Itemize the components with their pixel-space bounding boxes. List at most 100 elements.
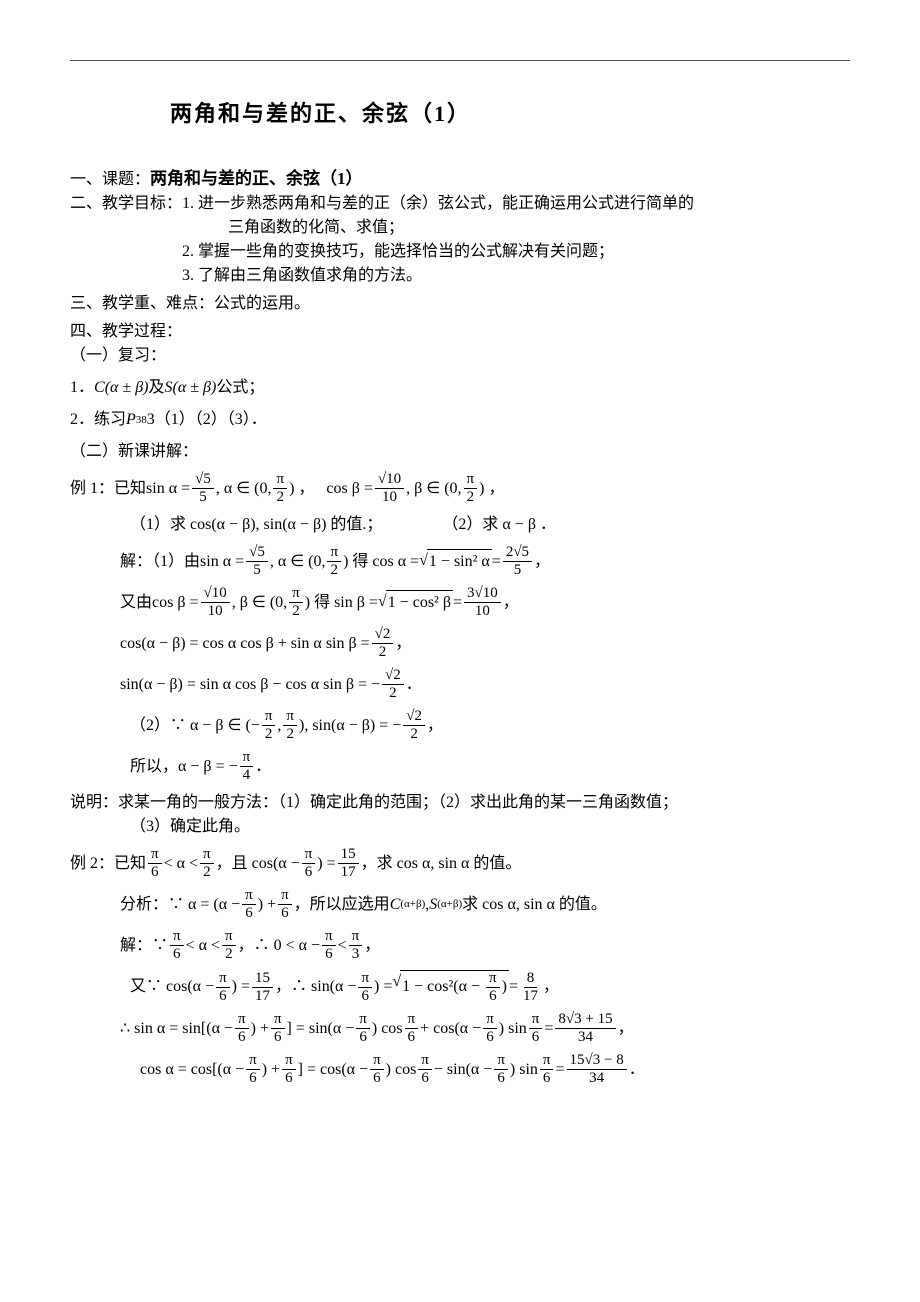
ex2-l3e: + cos(α − — [420, 1017, 481, 1041]
den: 6 — [282, 1070, 296, 1086]
frac-15-17: 1517 — [338, 847, 359, 880]
ex2-l2a: 又∵ cos(α − — [130, 975, 214, 999]
ex1-m1a: sin α = — [146, 477, 190, 501]
num: π — [356, 1012, 370, 1029]
num: √2 — [372, 627, 394, 644]
ex1-s2c: ) 得 sin β = — [305, 591, 378, 615]
ex2-l2b: ) = — [232, 975, 250, 999]
ex2-sol-a: < α < — [186, 934, 220, 958]
ex2-ana-label: 分析：∵ α = (α − — [120, 893, 240, 917]
s2-obj1b: 三角函数的化简、求值； — [228, 216, 850, 240]
ex1-part2-2: 所以， α − β = − π4 ． — [130, 750, 850, 783]
num: √5 — [246, 545, 268, 562]
num: √5 — [192, 472, 214, 489]
den: 6 — [216, 988, 230, 1004]
frac-sqrt2-2c: √22 — [403, 709, 425, 742]
ex1-m1f: , β ∈ (0, — [406, 477, 461, 501]
den: 2 — [274, 489, 288, 505]
ex1-sol-4: sin(α − β) = sin α cos β − cos α sin β =… — [120, 668, 850, 701]
sqrt-1-cos2: 1 − cos²(α − π6) — [392, 970, 509, 1004]
num: π — [327, 545, 341, 562]
den: 6 — [278, 905, 292, 921]
num: π — [200, 847, 214, 864]
ex2-b: ，且 cos(α − — [216, 852, 300, 876]
frac-pi-2-e: π2 — [262, 709, 276, 742]
page-title: 两角和与差的正、余弦（1） — [170, 97, 850, 130]
frac-pi-6k: π6 — [271, 1012, 285, 1045]
ex2-ana-Csub: (α+β) — [400, 896, 425, 913]
ex2-sol-2: 又∵ cos(α − π6 ) = 1517 ，∴ sin(α − π6 ) =… — [130, 970, 850, 1004]
den: 2 — [283, 726, 297, 742]
radicand: 1 − cos² β — [386, 590, 453, 615]
section-4: 四、教学过程： — [70, 320, 850, 344]
num: π — [262, 709, 276, 726]
ex1-s3: cos(α − β) = cos α cos β + sin α sin β = — [120, 632, 370, 656]
num: π — [278, 888, 292, 905]
ex1-part2-1: （2）∵ α − β ∈ (− π2 , π2 ), sin(α − β) = … — [130, 709, 850, 742]
ex2-sol-1: 解：∵ π6 < α < π2 ，∴ 0 < α − π6 < π3 ， — [120, 929, 850, 962]
num: √2 — [382, 668, 404, 685]
den: 2 — [289, 603, 303, 619]
review-item-1: 1． C(α ± β) 及 S(α ± β) 公式； — [70, 376, 850, 400]
s1-topic: 两角和与差的正、余弦（1） — [150, 169, 363, 188]
frac-sqrt2-2: √22 — [372, 627, 394, 660]
den: 6 — [356, 1029, 370, 1045]
frac-pi-2-d: π2 — [289, 586, 303, 619]
frac-3sqrt10-10: 3√1010 — [464, 586, 501, 619]
den: 4 — [240, 767, 254, 783]
den: 2 — [222, 946, 236, 962]
ex1-s1a: sin α = — [200, 550, 244, 574]
ex2-sol-b: ，∴ 0 < α − — [238, 934, 320, 958]
frac-15-17b: 1517 — [252, 971, 273, 1004]
ex1-questions: （1）求 cos(α − β), sin(α − β) 的值.； （2）求 α … — [130, 513, 850, 537]
frac-pi-6q: π6 — [282, 1053, 296, 1086]
ex1-s3-post: ， — [395, 632, 411, 656]
frac-pi-6h: π6 — [358, 971, 372, 1004]
num: π — [271, 1012, 285, 1029]
section-3: 三、教学重、难点：公式的运用。 — [70, 292, 850, 316]
ex1-s2-pre: 又由 — [120, 591, 152, 615]
num: 3√10 — [464, 586, 501, 603]
ex2-l4h: ． — [629, 1058, 645, 1082]
ex1-s2b: , β ∈ (0, — [232, 591, 287, 615]
ex2-l4c: ] = cos(α − — [298, 1058, 368, 1082]
ex2-a: < α < — [164, 852, 198, 876]
frac-pi-4: π4 — [240, 750, 254, 783]
den: 6 — [370, 1070, 384, 1086]
num: π — [358, 971, 372, 988]
den: 6 — [242, 905, 256, 921]
ex2-l3h: ， — [618, 1017, 634, 1041]
num: π — [216, 971, 230, 988]
frac-pi-6p: π6 — [246, 1053, 260, 1086]
num: 15 — [338, 847, 359, 864]
frac-pi-6o: π6 — [529, 1012, 543, 1045]
r1-post: 公式； — [216, 376, 264, 400]
frac-pi-6i: π6 — [486, 971, 500, 1004]
den: 6 — [486, 988, 500, 1004]
radicand: 1 − sin² α — [427, 549, 492, 574]
sqrt-1-cos2b: 1 − cos² β — [378, 590, 453, 615]
ex2-analysis: 分析：∵ α = (α − π6 ) + π6 ，所以应选用 C(α+β) , … — [120, 888, 850, 921]
new-lesson-heading: （二）新课讲解： — [70, 440, 850, 464]
frac-sqrt10-10: √1010 — [375, 472, 404, 505]
den: 6 — [271, 1029, 285, 1045]
review-heading: （一）复习： — [70, 344, 850, 368]
section-2-line1: 二、教学目标：1. 进一步熟悉两角和与差的正（余）弦公式，能正确运用公式进行简单… — [70, 192, 850, 216]
den: 6 — [405, 1029, 419, 1045]
ex1-p2-so: 所以， — [130, 755, 178, 779]
ex2-l4g: = — [555, 1058, 564, 1082]
den: 6 — [494, 1070, 508, 1086]
ex2-l4e: − sin(α − — [434, 1058, 492, 1082]
num: π — [529, 1012, 543, 1029]
ex2-l3g: = — [544, 1017, 553, 1041]
ex1-label: 例 1：已知 — [70, 477, 146, 501]
num: π — [235, 1012, 249, 1029]
ex1-p2-label: （2）∵ α − β ∈ (− — [130, 714, 260, 738]
num: 2√5 — [503, 545, 532, 562]
r1-and: 及 — [149, 376, 165, 400]
num: π — [148, 847, 162, 864]
num: π — [418, 1053, 432, 1070]
r2-p: P — [126, 408, 136, 432]
den: 34 — [586, 1070, 607, 1086]
frac-sqrt2-2b: √22 — [382, 668, 404, 701]
